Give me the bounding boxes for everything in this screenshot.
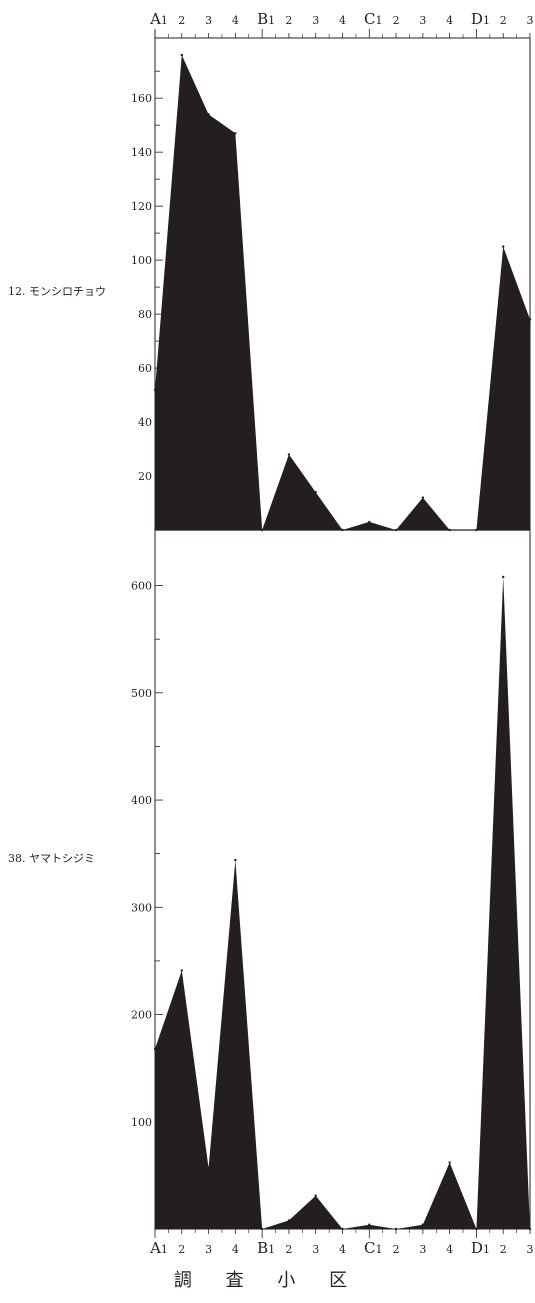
bottom-x-tick-label-10: 2 [393,1243,400,1256]
area-series-1 [155,55,530,530]
bottom-x-tick-label-8: 4 [339,1243,346,1256]
bottom-x-tick-label-5: B1 [257,1239,275,1257]
bottom-x-tick-label-4: 4 [232,1243,239,1256]
area-series-2 [155,577,530,1229]
top-x-tick-label-2: 2 [178,14,185,27]
y-tick-label-1-4: 80 [138,308,152,321]
top-x-tick-label-4: 4 [232,14,239,27]
bottom-x-tick-label-7: 3 [312,1243,319,1256]
top-x-tick-label-3: 3 [205,14,212,27]
bottom-x-tick-label-13: D1 [471,1239,490,1257]
top-x-tick-label-8: 4 [339,14,346,27]
data-point-2-2 [180,969,183,972]
panel-title-mons: 12. モンシロチョウ [8,285,106,298]
top-x-tick-label-5: B1 [257,10,275,28]
top-x-tick-label-11: 3 [419,14,426,27]
x-axis-title: 調 査 小 区 [173,1270,362,1291]
top-x-tick-label-12: 4 [446,14,453,27]
bottom-x-tick-label-11: 3 [419,1243,426,1256]
bottom-x-tick-label-12: 4 [446,1243,453,1256]
data-point-1-2 [180,53,183,57]
bottom-x-tick-label-1: A1 [149,1239,168,1257]
y-tick-label-1-7: 140 [131,146,152,159]
panel-title-yamato: 38. ヤマトシジミ [8,852,95,865]
y-tick-label-2-1: 100 [131,1116,152,1129]
data-point-2-14 [502,575,505,579]
y-tick-label-2-6: 600 [131,580,152,593]
top-x-tick-label-14: 2 [500,14,507,27]
data-point-1-6 [287,453,291,456]
y-tick-label-1-5: 100 [131,254,152,267]
top-x-tick-label-6: 2 [285,14,292,27]
top-x-tick-label-7: 3 [312,14,319,27]
top-x-tick-label-15: 3 [527,14,534,27]
data-point-2-3 [207,1166,210,1170]
y-tick-label-2-3: 300 [131,901,152,914]
y-tick-label-1-8: 160 [131,92,152,105]
top-x-tick-label-10: 2 [393,14,400,27]
y-tick-label-2-5: 500 [131,687,152,700]
y-tick-label-1-1: 20 [138,470,152,483]
bottom-x-tick-label-3: 3 [205,1243,212,1256]
bottom-x-tick-label-9: C1 [364,1239,382,1257]
data-point-2-9 [368,1223,371,1226]
data-point-1-3 [207,113,210,116]
data-point-1-11 [421,496,425,499]
data-point-1-9 [368,520,371,524]
top-x-tick-label-13: D1 [471,10,490,28]
data-point-2-12 [448,1161,451,1164]
y-tick-label-1-6: 120 [131,200,152,213]
data-point-2-6 [287,1219,291,1222]
data-point-1-4 [234,132,237,135]
y-tick-label-2-2: 200 [131,1009,152,1022]
data-point-2-11 [421,1223,425,1226]
bottom-x-tick-label-6: 2 [285,1243,292,1256]
data-point-1-14 [502,245,505,248]
y-tick-label-1-2: 40 [138,416,152,429]
bottom-x-tick-label-15: 3 [527,1243,534,1256]
data-point-2-4 [234,858,237,862]
data-point-1-7 [314,491,317,494]
top-x-tick-label-1: A1 [149,10,168,28]
bottom-x-tick-label-14: 2 [500,1243,507,1256]
bottom-x-tick-label-2: 2 [178,1243,185,1256]
top-x-tick-label-9: C1 [364,10,382,28]
y-tick-label-2-4: 400 [131,794,152,807]
y-tick-label-1-3: 60 [138,362,152,375]
data-point-2-7 [314,1194,317,1197]
